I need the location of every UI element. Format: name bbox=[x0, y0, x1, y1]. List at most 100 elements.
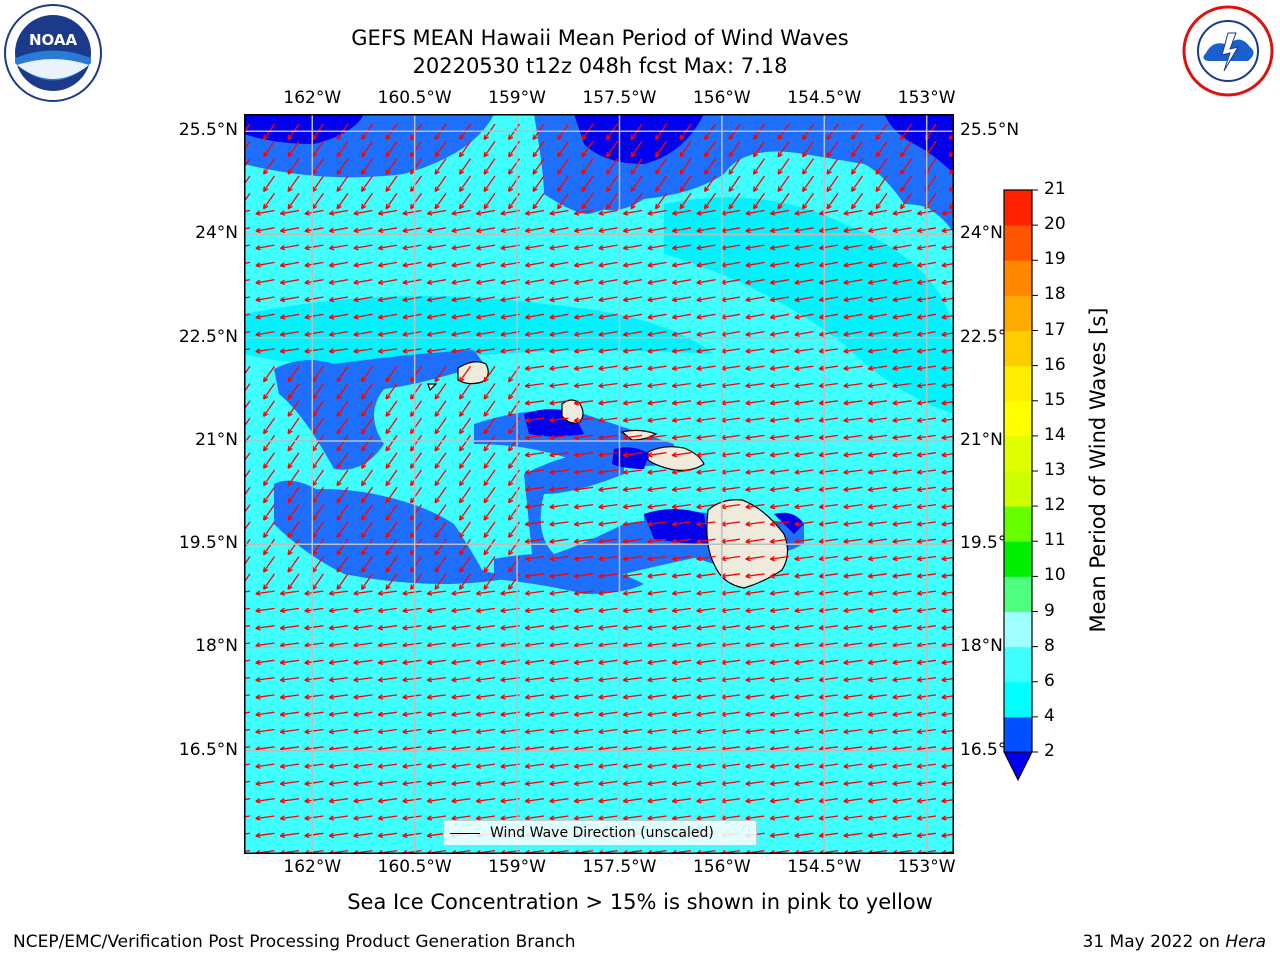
direction-arrow bbox=[598, 279, 618, 285]
direction-arrow bbox=[867, 261, 888, 268]
field-background bbox=[244, 114, 954, 854]
direction-arrow bbox=[696, 538, 716, 544]
direction-arrow bbox=[255, 676, 275, 683]
direction-arrow bbox=[843, 798, 863, 804]
direction-arrow bbox=[360, 383, 374, 400]
direction-arrow bbox=[402, 296, 422, 303]
direction-arrow bbox=[377, 209, 398, 216]
direction-arrow bbox=[581, 192, 594, 210]
direction-arrow bbox=[287, 538, 300, 556]
direction-arrow bbox=[573, 728, 594, 735]
direction-arrow bbox=[549, 694, 569, 700]
direction-arrow bbox=[524, 521, 545, 527]
noaa-logo-text: NOAA bbox=[29, 31, 78, 49]
direction-arrow bbox=[524, 469, 545, 475]
direction-arrow bbox=[549, 711, 569, 717]
direction-arrow bbox=[255, 244, 275, 251]
direction-arrow bbox=[244, 296, 251, 299]
direction-arrow bbox=[524, 434, 545, 441]
direction-arrow bbox=[867, 279, 888, 285]
direction-arrow bbox=[475, 607, 496, 614]
direction-arrow bbox=[426, 590, 447, 596]
direction-arrow bbox=[745, 469, 765, 475]
direction-arrow bbox=[818, 711, 839, 717]
direction-arrow bbox=[745, 227, 765, 234]
direction-arrow bbox=[867, 227, 888, 234]
direction-arrow bbox=[279, 625, 300, 631]
direction-arrow bbox=[622, 330, 643, 337]
direction-arrow bbox=[728, 175, 741, 193]
direction-arrow bbox=[696, 780, 716, 787]
direction-arrow bbox=[524, 348, 545, 354]
colorbar-segment bbox=[1004, 260, 1032, 296]
direction-arrow bbox=[696, 400, 716, 406]
direction-arrow bbox=[402, 348, 422, 354]
direction-arrow bbox=[262, 435, 276, 452]
direction-arrow bbox=[385, 435, 398, 452]
direction-arrow bbox=[244, 209, 251, 213]
direction-arrow bbox=[892, 763, 912, 769]
direction-arrow bbox=[475, 798, 496, 804]
direction-arrow bbox=[843, 555, 863, 562]
direction-arrow bbox=[622, 780, 643, 787]
direction-arrow bbox=[794, 815, 814, 821]
direction-arrow bbox=[892, 590, 912, 596]
direction-arrow bbox=[304, 209, 324, 216]
direction-arrow bbox=[353, 348, 373, 354]
direction-arrow bbox=[745, 261, 765, 268]
direction-arrow bbox=[377, 227, 398, 234]
direction-arrow bbox=[377, 244, 398, 251]
direction-arrow bbox=[287, 158, 300, 175]
direction-arrow bbox=[475, 625, 496, 631]
colorbar-tick-label: 14 bbox=[1044, 424, 1066, 445]
direction-arrow bbox=[360, 158, 374, 175]
direction-arrow bbox=[377, 711, 398, 717]
direction-arrow bbox=[622, 503, 643, 510]
direction-arrow bbox=[458, 175, 472, 193]
direction-arrow bbox=[524, 296, 545, 303]
direction-arrow bbox=[622, 227, 643, 234]
direction-arrow bbox=[279, 694, 300, 700]
direction-arrow bbox=[622, 209, 643, 216]
direction-arrow bbox=[671, 555, 692, 562]
direction-arrow bbox=[244, 625, 251, 628]
direction-arrow bbox=[647, 313, 667, 320]
direction-arrow bbox=[622, 521, 643, 527]
map-plot-area bbox=[244, 114, 954, 854]
colorbar-segment bbox=[1004, 190, 1032, 226]
direction-arrow bbox=[867, 763, 888, 769]
direction-arrow bbox=[696, 434, 716, 441]
colorbar-segment bbox=[1004, 225, 1032, 261]
direction-arrow bbox=[941, 832, 954, 839]
direction-arrow bbox=[769, 832, 790, 839]
direction-arrow bbox=[671, 469, 692, 475]
direction-arrow bbox=[524, 486, 545, 493]
direction-arrow bbox=[598, 694, 618, 700]
direction-arrow bbox=[451, 711, 471, 717]
direction-arrow bbox=[279, 659, 300, 666]
colorbar-tick-label: 11 bbox=[1044, 530, 1066, 551]
colorbar-segment bbox=[1004, 576, 1032, 612]
direction-arrow bbox=[892, 382, 912, 389]
direction-arrow bbox=[458, 556, 472, 573]
direction-arrow bbox=[696, 521, 716, 527]
direction-arrow bbox=[377, 590, 398, 596]
direction-arrow bbox=[696, 503, 716, 510]
direction-arrow bbox=[818, 798, 839, 804]
direction-arrow bbox=[434, 435, 447, 452]
direction-arrow bbox=[304, 244, 324, 251]
direction-arrow bbox=[867, 728, 888, 735]
direction-arrow bbox=[622, 400, 643, 406]
direction-arrow bbox=[728, 158, 741, 175]
direction-arrow bbox=[598, 261, 618, 268]
direction-arrow bbox=[451, 330, 471, 337]
direction-arrow bbox=[654, 175, 668, 193]
direction-arrow bbox=[279, 330, 300, 337]
direction-arrow bbox=[451, 244, 471, 251]
direction-arrow bbox=[573, 503, 594, 510]
direction-arrow bbox=[524, 538, 545, 544]
direction-arrow bbox=[622, 452, 643, 458]
direction-arrow bbox=[598, 503, 618, 510]
direction-arrow bbox=[402, 676, 422, 683]
direction-arrow bbox=[875, 140, 888, 158]
